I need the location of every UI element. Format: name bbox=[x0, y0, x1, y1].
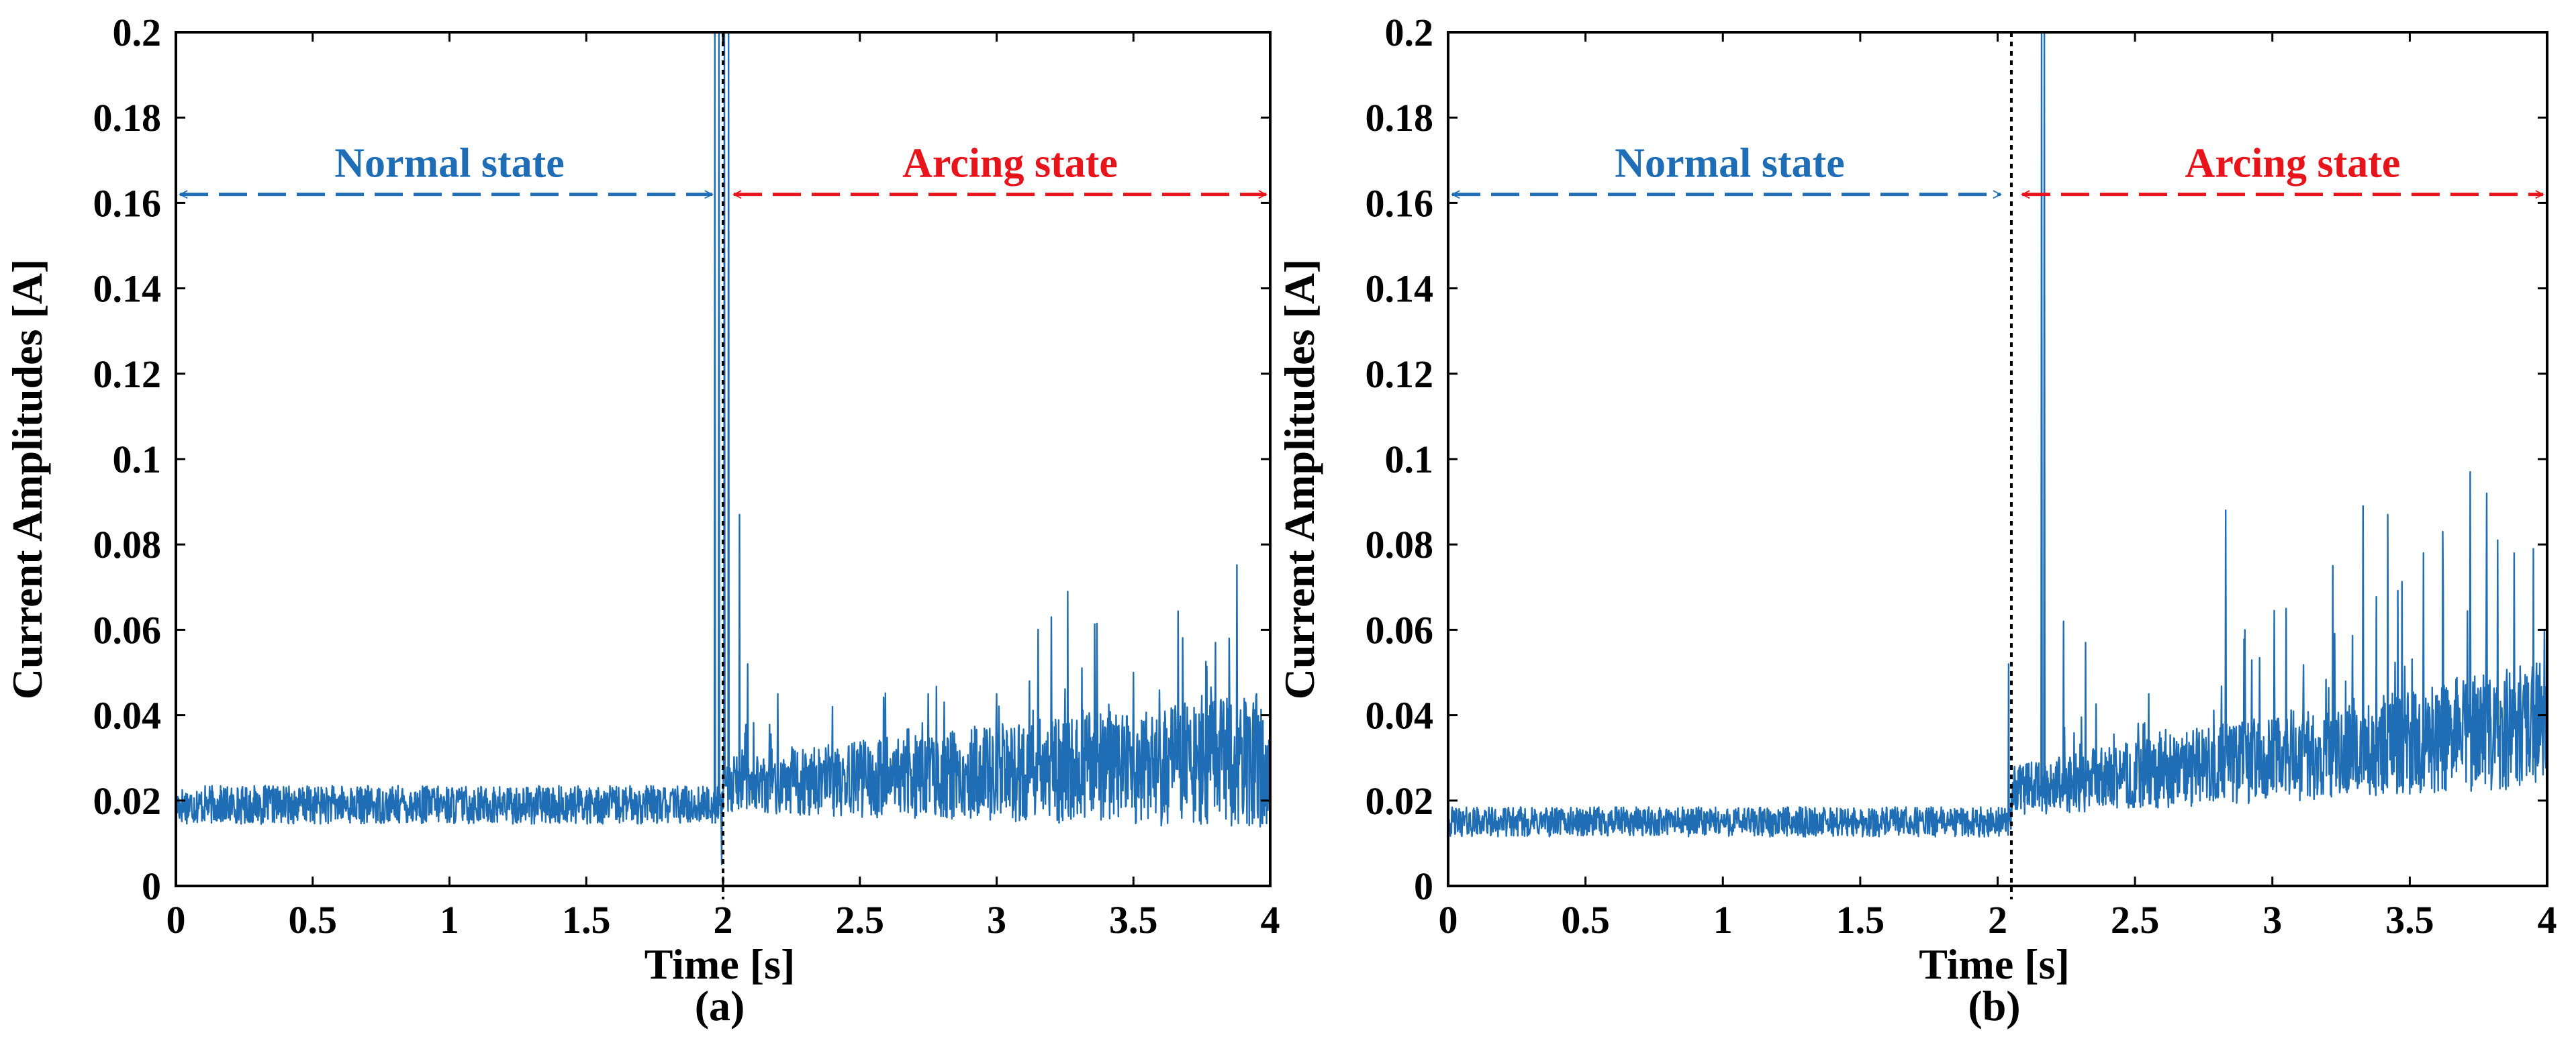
y-tick-label: 0 bbox=[1414, 864, 1433, 908]
y-tick-label: 0.18 bbox=[1366, 96, 1434, 140]
y-axis-label-a: Current Amplitudes [A] bbox=[3, 259, 51, 700]
y-tick-label: 0.02 bbox=[93, 779, 162, 823]
x-tick-label: 1 bbox=[440, 898, 459, 942]
x-tick-label: 4 bbox=[1261, 898, 1280, 942]
x-tick-label: 2.5 bbox=[836, 898, 885, 942]
y-tick-label: 0.16 bbox=[93, 181, 162, 225]
y-tick-label: 0.1 bbox=[113, 438, 162, 481]
y-tick-label: 0.14 bbox=[93, 267, 162, 311]
x-tick-label: 0.5 bbox=[1561, 898, 1610, 942]
panel-b: 0 0.5 1 1.5 2 2.5 3 3.5 4 0 0.02 0.04 0.06 0.08 0.1 0.1… bbox=[1276, 11, 2557, 1030]
y-tick-label: 0.12 bbox=[93, 352, 162, 396]
x-tick-label: 0.5 bbox=[289, 898, 338, 942]
y-tick-label: 0.18 bbox=[93, 96, 162, 140]
normal-state-label-a: Normal state bbox=[334, 141, 565, 187]
y-axis-label-b: Current Amplitudes [A] bbox=[1276, 259, 1323, 700]
y-tick-label: 0.04 bbox=[1366, 694, 1434, 738]
x-tick-label: 1 bbox=[1713, 898, 1733, 942]
x-axis-label-b: Time [s] bbox=[1919, 940, 2070, 988]
x-tick-label: 3.5 bbox=[2385, 898, 2434, 942]
y-tick-label: 0.16 bbox=[1366, 181, 1434, 225]
y-tick-label: 0.08 bbox=[1366, 523, 1434, 566]
panel-label-a: (a) bbox=[695, 982, 745, 1030]
y-tick-label: 0.1 bbox=[1385, 438, 1434, 481]
x-tick-label: 2.5 bbox=[2111, 898, 2160, 942]
signal-series-line bbox=[175, 31, 1272, 866]
x-tick-label: 1.5 bbox=[1836, 898, 1885, 942]
signal-line-group-b bbox=[1447, 31, 2548, 838]
x-tick-label: 1.5 bbox=[562, 898, 611, 942]
x-tick-label: 3 bbox=[987, 898, 1006, 942]
x-tick-label: 3.5 bbox=[1109, 898, 1158, 942]
arcing-state-label-b: Arcing state bbox=[2185, 141, 2401, 187]
panel-label-b: (b) bbox=[1968, 982, 2020, 1030]
x-tick-label: 4 bbox=[2538, 898, 2557, 942]
x-tick-label: 2 bbox=[1988, 898, 2007, 942]
y-tick-label: 0.04 bbox=[93, 694, 162, 738]
x-tick-label: 0 bbox=[166, 898, 186, 942]
tick-group-b: 0 0.5 1 1.5 2 2.5 3 3.5 4 0 0.02 0.04 0.06 0.08 0.1 0.1… bbox=[1366, 11, 2557, 942]
y-tick-label: 0.2 bbox=[1385, 11, 1434, 54]
tick-group-a: 0 0.5 1 1.5 2 2.5 3 3.5 4 0 0.02 0.04 0.06 0.08 0.1 0.1… bbox=[93, 11, 1280, 942]
signal-series-line bbox=[1447, 31, 2548, 838]
panel-a: 0 0.5 1 1.5 2 2.5 3 3.5 4 0 0.02 0.04 0.06 0.08 0.1 0.1… bbox=[3, 11, 1280, 1030]
arcing-state-label-a: Arcing state bbox=[902, 141, 1118, 187]
x-tick-label: 0 bbox=[1439, 898, 1458, 942]
y-tick-label: 0.14 bbox=[1366, 267, 1434, 311]
y-tick-label: 0.02 bbox=[1366, 779, 1434, 823]
signal-line-group-a bbox=[175, 31, 1272, 866]
x-axis-label-a: Time [s] bbox=[645, 940, 796, 988]
y-tick-label: 0.12 bbox=[1366, 352, 1434, 396]
x-tick-label: 3 bbox=[2262, 898, 2282, 942]
overlay-group-b bbox=[1452, 32, 2543, 899]
y-tick-label: 0.08 bbox=[93, 523, 162, 566]
y-tick-label: 0.06 bbox=[1366, 608, 1434, 652]
normal-state-label-b: Normal state bbox=[1615, 141, 1845, 187]
x-tick-label: 2 bbox=[714, 898, 733, 942]
y-tick-label: 0 bbox=[142, 864, 161, 908]
overlay-group-a bbox=[180, 32, 1266, 899]
y-tick-label: 0.06 bbox=[93, 608, 162, 652]
y-tick-label: 0.2 bbox=[113, 11, 162, 54]
